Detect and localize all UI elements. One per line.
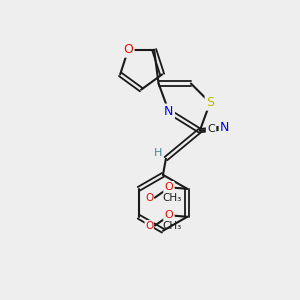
Text: O: O [145, 220, 153, 231]
Text: CH₃: CH₃ [162, 220, 182, 231]
Text: O: O [123, 43, 133, 56]
Text: N: N [164, 105, 174, 118]
Text: H: H [154, 148, 162, 158]
Text: N: N [220, 121, 230, 134]
Text: O: O [165, 210, 173, 220]
Text: O: O [165, 182, 173, 192]
Text: O: O [145, 193, 153, 202]
Text: CH₃: CH₃ [162, 193, 182, 202]
Text: S: S [206, 96, 214, 109]
Text: C: C [207, 124, 215, 134]
